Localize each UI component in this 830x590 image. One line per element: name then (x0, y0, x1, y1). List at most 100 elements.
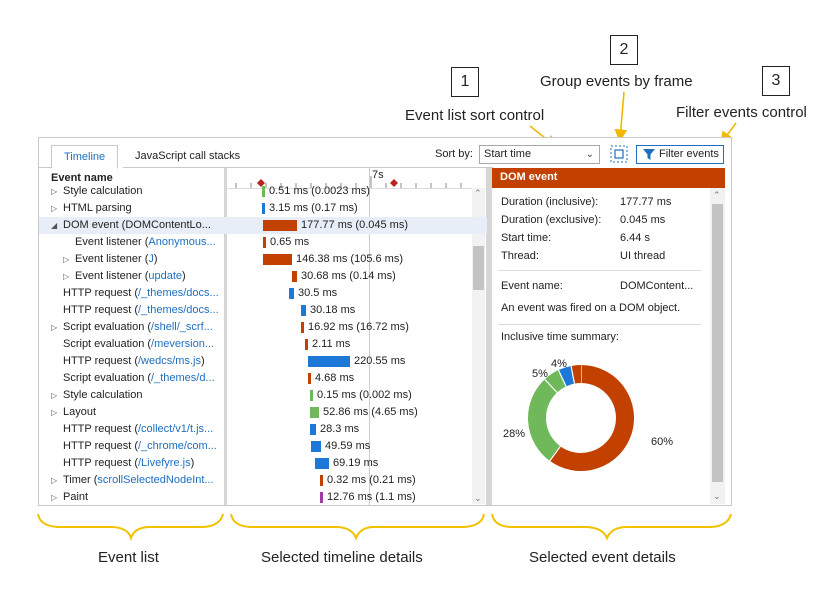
callout-2-label: Group events by frame (540, 73, 693, 90)
timeline-duration-label: 146.38 ms (105.6 ms) (296, 253, 403, 265)
list-timeline-splitter[interactable] (224, 168, 227, 505)
event-row[interactable]: Script evaluation (/_themes/d... (39, 370, 226, 387)
details-splitter[interactable] (486, 168, 492, 505)
event-name: HTML parsing (63, 200, 132, 217)
event-source-link[interactable]: /_themes/d... (151, 372, 215, 384)
event-name: Event listener (J) (75, 251, 158, 268)
event-name-text: Layout (63, 406, 97, 418)
event-row[interactable]: HTTP request (/Livefyre.js) (39, 455, 226, 472)
expand-triangle-icon[interactable]: ▷ (51, 408, 58, 417)
timeline-bar[interactable] (320, 475, 323, 486)
event-row[interactable]: Script evaluation (/meversion... (39, 336, 226, 353)
event-source-link[interactable]: /shell/_scrf... (151, 321, 213, 333)
event-name: Event listener (Anonymous... (75, 234, 216, 251)
event-source-link[interactable]: scrollSelectedNodeInt... (97, 474, 214, 486)
event-row[interactable]: ▷ Style calculation (39, 183, 226, 200)
details-scroll-thumb[interactable] (712, 204, 723, 482)
timeline-bar[interactable] (292, 271, 297, 282)
event-row[interactable]: ▷ Layout (39, 404, 226, 421)
filter-events-button[interactable]: Filter events (636, 145, 724, 164)
timeline-duration-label: 0.51 ms (0.0023 ms) (269, 185, 370, 197)
expand-triangle-icon[interactable]: ▷ (63, 272, 70, 281)
timeline-bar[interactable] (263, 237, 266, 248)
performance-panel: Timeline JavaScript call stacks Sort by:… (38, 137, 732, 506)
sort-select[interactable]: Start time ⌄ (479, 145, 600, 164)
event-source-link[interactable]: /wedcs/ms.js (138, 355, 201, 367)
timeline-bar[interactable] (305, 339, 308, 350)
event-row[interactable]: HTTP request (/_themes/docs... (39, 285, 226, 302)
event-row[interactable]: HTTP request (/wedcs/ms.js) (39, 353, 226, 370)
region-label-timeline-details: Selected timeline details (261, 549, 423, 566)
expand-triangle-icon[interactable]: ▷ (51, 476, 58, 485)
details-scroll-down[interactable]: ⌄ (713, 491, 721, 501)
event-name-suffix: ) (200, 355, 205, 367)
event-row[interactable]: ▷ Event listener (update) (39, 268, 226, 285)
event-source-link[interactable]: J (148, 253, 154, 265)
timeline-bar[interactable] (315, 458, 329, 469)
timeline-bar[interactable] (301, 305, 306, 316)
detail-value: 6.44 s (620, 232, 650, 244)
event-source-link[interactable]: /collect/v1/t.js... (138, 423, 214, 435)
event-name: HTTP request (/_chrome/com... (63, 438, 217, 455)
expand-triangle-icon[interactable]: ▷ (63, 255, 70, 264)
event-row[interactable]: ▷ Script evaluation (/shell/_scrf... (39, 319, 226, 336)
tab-js-call-stacks[interactable]: JavaScript call stacks (135, 150, 241, 162)
event-row[interactable]: ▷ Paint (39, 489, 226, 505)
event-source-link[interactable]: update (148, 270, 183, 282)
timeline-duration-label: 3.15 ms (0.17 ms) (269, 202, 358, 214)
expand-triangle-icon[interactable]: ▷ (51, 323, 58, 332)
event-source-link[interactable]: Anonymous... (148, 236, 216, 248)
timeline-bar[interactable] (310, 390, 313, 401)
timeline-bar[interactable] (310, 424, 316, 435)
event-row[interactable]: ▷ Event listener (J) (39, 251, 226, 268)
event-name: Script evaluation (/_themes/d... (63, 370, 215, 387)
donut-separator (570, 365, 576, 384)
event-name-text: Script evaluation ( (63, 372, 152, 384)
event-name-suffix: ) (153, 253, 158, 265)
event-source-link[interactable]: /meversion... (151, 338, 215, 350)
timeline-bar[interactable] (311, 441, 321, 452)
collapse-triangle-icon[interactable]: ◢ (51, 221, 58, 230)
event-row[interactable]: ▷ Style calculation (39, 387, 226, 404)
details-scroll-up[interactable]: ⌃ (713, 190, 721, 200)
event-row[interactable]: ▷ HTML parsing (39, 200, 226, 217)
tab-timeline[interactable]: Timeline (51, 145, 119, 169)
timeline-bar[interactable] (263, 220, 297, 231)
timeline-bar[interactable] (262, 203, 265, 214)
event-name-key: Event name: (501, 280, 563, 292)
event-source-link[interactable]: /_themes/docs... (138, 287, 219, 299)
expand-triangle-icon[interactable]: ▷ (51, 204, 58, 213)
event-source-link[interactable]: /_chrome/com... (138, 440, 217, 452)
timeline-bar[interactable] (289, 288, 294, 299)
region-label-event-list: Event list (98, 549, 159, 566)
timeline-duration-label: 30.68 ms (0.14 ms) (301, 270, 396, 282)
tab-underline-right (123, 167, 493, 168)
event-row[interactable]: HTTP request (/_chrome/com... (39, 438, 226, 455)
event-source-link[interactable]: /_themes/docs... (138, 304, 219, 316)
scrollbar-down-arrow[interactable]: ⌄ (474, 493, 482, 503)
expand-triangle-icon[interactable]: ▷ (51, 493, 58, 502)
event-row[interactable]: HTTP request (/collect/v1/t.js... (39, 421, 226, 438)
event-source-link[interactable]: /Livefyre.js (138, 457, 191, 469)
timeline-bar[interactable] (262, 186, 265, 197)
timeline-bar[interactable] (310, 407, 319, 418)
timeline-bar[interactable] (308, 373, 311, 384)
timeline-bar[interactable] (263, 254, 292, 265)
event-row[interactable]: Event listener (Anonymous... (39, 234, 226, 251)
group-by-frame-icon[interactable] (610, 145, 628, 163)
filter-funnel-icon (643, 149, 655, 160)
event-row[interactable]: ▷ Timer (scrollSelectedNodeInt... (39, 472, 226, 489)
event-row[interactable]: HTTP request (/_themes/docs... (39, 302, 226, 319)
scrollbar-up-arrow[interactable]: ⌃ (474, 188, 482, 198)
timeline-bar[interactable] (320, 492, 323, 503)
event-name: Script evaluation (/shell/_scrf... (63, 319, 213, 336)
details-scrollbar[interactable]: ⌃ ⌄ (710, 188, 725, 504)
expand-triangle-icon[interactable]: ▷ (51, 391, 58, 400)
callout-1-label: Event list sort control (405, 107, 545, 124)
timeline-bar[interactable] (308, 356, 350, 367)
timeline-bar[interactable] (301, 322, 304, 333)
timeline-duration-label: 30.5 ms (298, 287, 338, 299)
timeline-scrollbar[interactable]: ⌃ ⌄ (472, 188, 485, 504)
scrollbar-thumb[interactable] (473, 246, 484, 290)
expand-triangle-icon[interactable]: ▷ (51, 187, 58, 196)
